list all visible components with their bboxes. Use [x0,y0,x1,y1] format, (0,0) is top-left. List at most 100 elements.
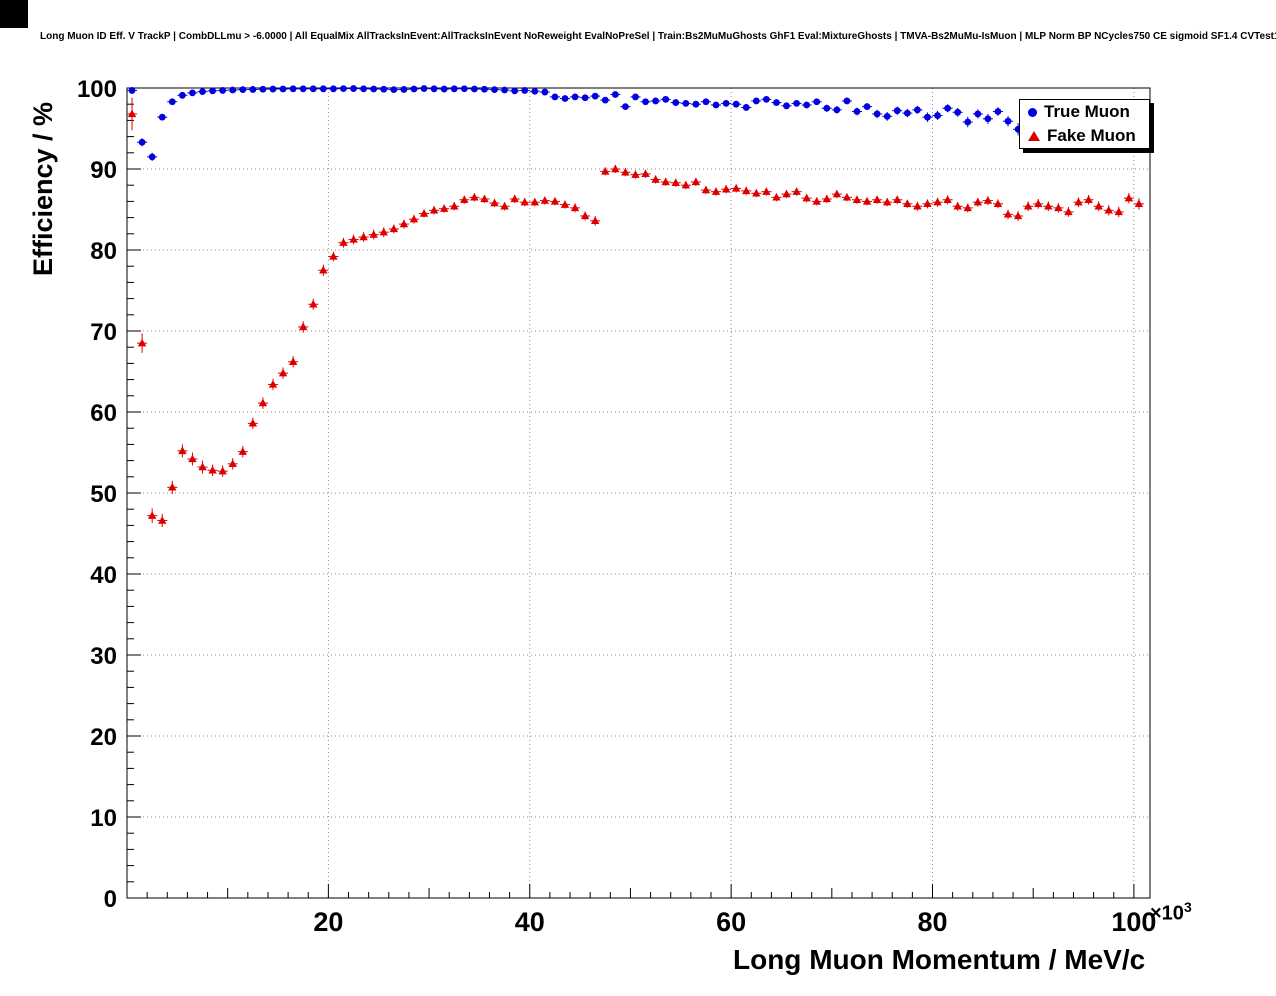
fake-muon-point [429,205,439,214]
fake-muon-point [983,196,993,204]
fake-muon-point [520,197,529,206]
fake-muon-point [480,194,489,203]
fake-muon-point [1034,199,1043,208]
true-muon-point [501,86,508,94]
true-muon-point [692,100,700,108]
x-axis-exponent: ×103 [1150,899,1192,926]
true-muon-point [793,99,800,107]
fake-muon-point [419,209,429,217]
true-muon-point [420,85,428,92]
fake-muon-point [540,196,550,204]
fake-muon-point [399,219,409,228]
fake-muon-point [742,186,751,195]
true-muon-point [531,87,539,95]
true-muon-point [571,93,579,101]
true-muon-point [742,104,750,111]
fake-muon-point [772,192,781,201]
fake-muon-point [500,201,509,210]
fake-muon-point [923,199,932,208]
fake-muon-point [1054,203,1063,212]
fake-muon-point [299,322,308,331]
fake-muon-point [812,197,821,205]
fake-muon-point [601,167,610,175]
y-tick-label: 60 [90,400,117,427]
true-muon-point [652,97,660,105]
fake-muon-point [1114,207,1123,216]
fake-muon-point [651,175,660,183]
fake-muon-point [1134,199,1144,208]
y-tick-label: 30 [90,643,117,670]
true-muon-point [974,110,982,118]
fake-muon-point [721,184,731,193]
fake-muon-point [1003,209,1013,218]
fake-muon-point [208,465,217,474]
fake-muon-point [711,187,721,195]
true-muon-point [309,85,317,93]
true-muon-point [330,85,337,93]
fake-muon-point [127,109,137,118]
fake-muon-point [510,194,519,203]
true-muon-point [843,97,851,105]
fake-muon-point [409,214,419,223]
true-muon-point [350,85,357,92]
x-exponent-power: 3 [1183,899,1192,915]
true-muon-point [249,86,257,93]
true-muon-point [511,87,519,95]
true-muon-point [662,95,670,103]
fake-muon-point [359,232,368,241]
true-muon-point [541,88,549,96]
fake-muon-point [681,180,691,189]
true-muon-point [964,118,972,126]
fake-muon-point [1104,205,1113,214]
x-tick-label: 40 [515,907,545,937]
y-tick-label: 70 [90,319,117,346]
fake-muon-point [762,187,771,195]
fake-muon-point [832,189,842,198]
true-muon-marker-icon [1028,107,1037,117]
fake-muon-point [450,201,459,210]
x-tick-label: 60 [716,907,746,937]
true-muon-point [752,97,760,105]
y-tick-label: 10 [90,805,117,832]
true-muon-point [148,153,156,161]
fake-muon-point [782,189,791,198]
true-muon-point [168,98,176,106]
fake-muon-point [893,195,902,203]
true-muon-point [853,108,861,115]
x-tick-label: 100 [1111,907,1156,937]
true-muon-point [984,115,992,123]
x-axis-title: Long Muon Momentum / MeV/c [733,944,1146,975]
fake-muon-point [369,230,378,238]
fake-muon-point [913,201,922,210]
true-muon-point [400,86,408,93]
y-tick-label: 50 [90,481,117,508]
true-muon-point [622,103,629,111]
fake-muon-point [530,197,539,206]
fake-muon-point [1084,195,1093,203]
fake-muon-point [792,187,801,195]
true-muon-point [873,110,881,118]
true-muon-point [491,86,498,94]
fake-muon-point [872,195,882,203]
fake-muon-point [1044,201,1053,210]
fake-muon-point [1094,201,1103,210]
fake-muon-point [1013,211,1023,220]
true-muon-point [189,89,196,97]
fake-muon-point [137,338,147,347]
fake-muon-point [198,462,207,471]
fake-muon-point [661,177,670,186]
true-muon-point [591,92,599,100]
true-muon-point [551,93,559,101]
fake-muon-point [258,398,268,407]
fake-muon-point [550,197,560,205]
fake-muon-point [490,198,499,207]
fake-muon-point [228,459,237,468]
canvas-corner-decoration [0,0,28,28]
legend-entry-true-muon: True Muon [1020,100,1149,124]
true-muon-point [702,98,710,106]
fake-muon-point [218,466,227,475]
x-tick-label: 20 [313,907,343,937]
fake-muon-point [288,357,298,365]
y-axis-title: Efficiency / % [28,101,58,276]
